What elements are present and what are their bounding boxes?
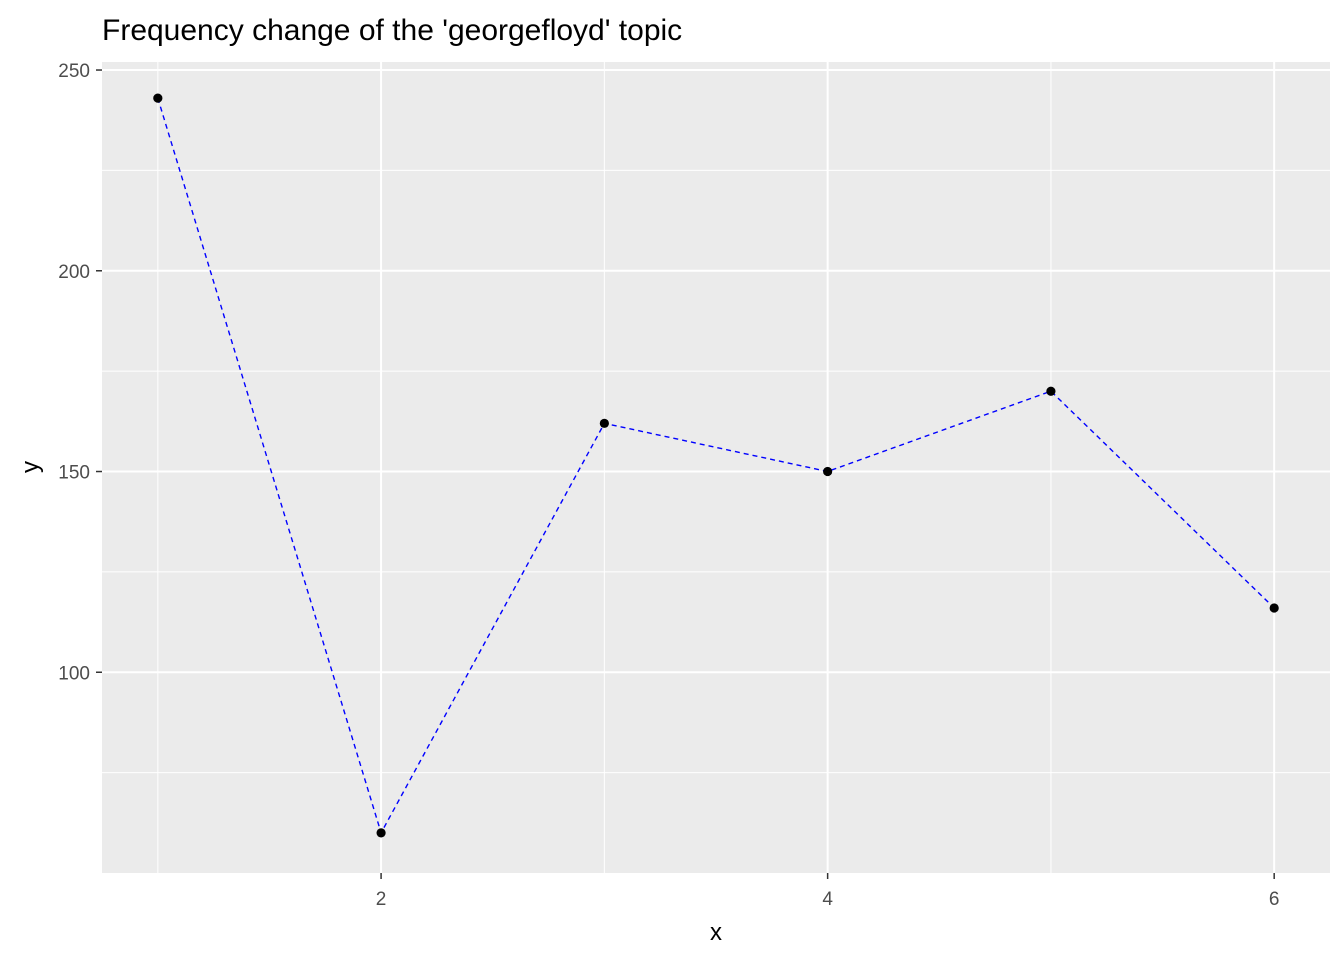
x-axis-title: x bbox=[710, 919, 722, 946]
y-tick-labels: 100 150 200 250 bbox=[58, 61, 90, 684]
data-point bbox=[153, 93, 163, 103]
chart-title: Frequency change of the 'georgefloyd' to… bbox=[102, 14, 682, 47]
minor-gridlines bbox=[102, 62, 1330, 873]
data-point bbox=[599, 418, 609, 428]
data-point bbox=[1269, 603, 1279, 613]
data-point bbox=[1046, 386, 1056, 396]
x-tick-labels: 2 4 6 bbox=[376, 889, 1280, 910]
x-tick-label: 4 bbox=[822, 889, 833, 910]
y-tick-label: 200 bbox=[58, 262, 90, 283]
axis-ticks bbox=[96, 69, 1275, 879]
series-line-group bbox=[157, 97, 1275, 835]
y-tick-label: 250 bbox=[58, 61, 90, 82]
series-points-group bbox=[153, 93, 1279, 838]
y-tick-label: 100 bbox=[58, 663, 90, 684]
y-axis-title: y bbox=[17, 461, 44, 473]
x-tick-label: 6 bbox=[1269, 889, 1280, 910]
plot-panel bbox=[102, 62, 1330, 873]
data-point bbox=[376, 828, 386, 838]
data-point bbox=[823, 466, 833, 477]
y-tick-label: 150 bbox=[58, 463, 90, 484]
x-tick-label: 2 bbox=[376, 889, 387, 910]
series-line bbox=[157, 97, 1275, 835]
